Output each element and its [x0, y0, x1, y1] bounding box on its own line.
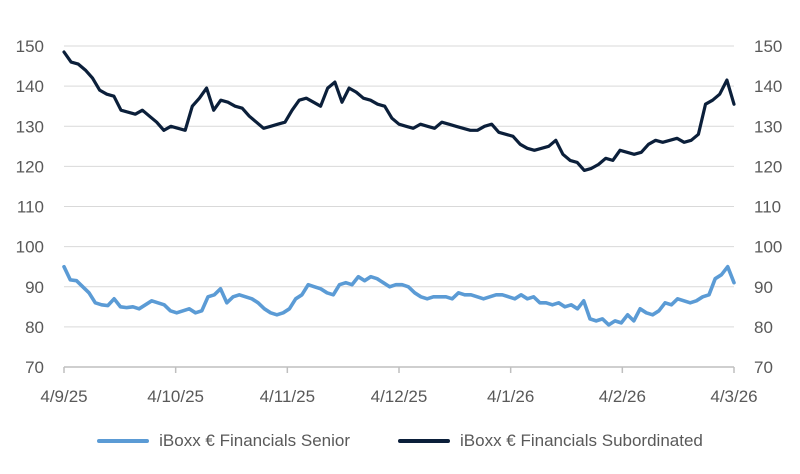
x-tick-label-6: 4/3/26	[710, 387, 757, 406]
legend-swatch-subordinated	[398, 439, 450, 443]
series-lines	[62, 50, 736, 327]
y-tick-label-left-110: 110	[17, 198, 44, 217]
y-tick-label-left-80: 80	[25, 318, 44, 337]
y-tick-label-left-100: 100	[16, 238, 44, 257]
legend: iBoxx € Financials Senior iBoxx € Financ…	[0, 427, 800, 455]
x-tick-label-4: 4/1/26	[487, 387, 534, 406]
y-tick-label-left-130: 130	[16, 117, 44, 136]
y-tick-label-right-150: 150	[754, 37, 782, 56]
legend-item-subordinated: iBoxx € Financials Subordinated	[398, 431, 703, 451]
x-tick-label-5: 4/2/26	[599, 387, 646, 406]
x-axis-labels: 4/9/25 4/10/25 4/11/25 4/12/25 4/1/26 4/2/26 4…	[40, 367, 758, 406]
legend-swatch-senior	[97, 439, 150, 443]
y-tick-label-left-150: 150	[16, 37, 44, 56]
legend-label-senior: iBoxx € Financials Senior	[159, 431, 350, 450]
y-tick-label-right-90: 90	[754, 278, 773, 297]
y-tick-label-left-140: 140	[16, 77, 44, 96]
y-tick-label-right-110: 110	[754, 198, 781, 217]
y-axis-left: 70 80 90 100 110 120 130 140 150	[16, 37, 44, 377]
legend-item-senior: iBoxx € Financials Senior	[97, 431, 350, 451]
y-tick-label-right-70: 70	[754, 358, 773, 377]
y-tick-label-left-90: 90	[25, 278, 44, 297]
x-tick-label-1: 4/10/25	[147, 387, 204, 406]
y-tick-label-right-120: 120	[754, 157, 782, 176]
x-tick-label-3: 4/12/25	[371, 387, 428, 406]
legend-label-subordinated: iBoxx € Financials Subordinated	[460, 431, 703, 450]
chart-svg: 70 80 90 100 110 120 130 140 150 70 80 90 100 110 120…	[16, 37, 783, 406]
y-tick-label-right-100: 100	[754, 238, 782, 257]
y-tick-label-left-120: 120	[16, 157, 44, 176]
series-line-subordinated	[62, 50, 736, 172]
y-axis-right: 70 80 90 100 110 120 130 140 150	[754, 37, 782, 377]
x-tick-label-0: 4/9/25	[40, 387, 87, 406]
y-tick-label-left-70: 70	[25, 358, 44, 377]
y-tick-label-right-140: 140	[754, 77, 782, 96]
y-tick-label-right-80: 80	[754, 318, 773, 337]
series-line-senior	[62, 264, 736, 327]
y-tick-label-right-130: 130	[754, 117, 782, 136]
x-tick-label-2: 4/11/25	[260, 387, 315, 406]
